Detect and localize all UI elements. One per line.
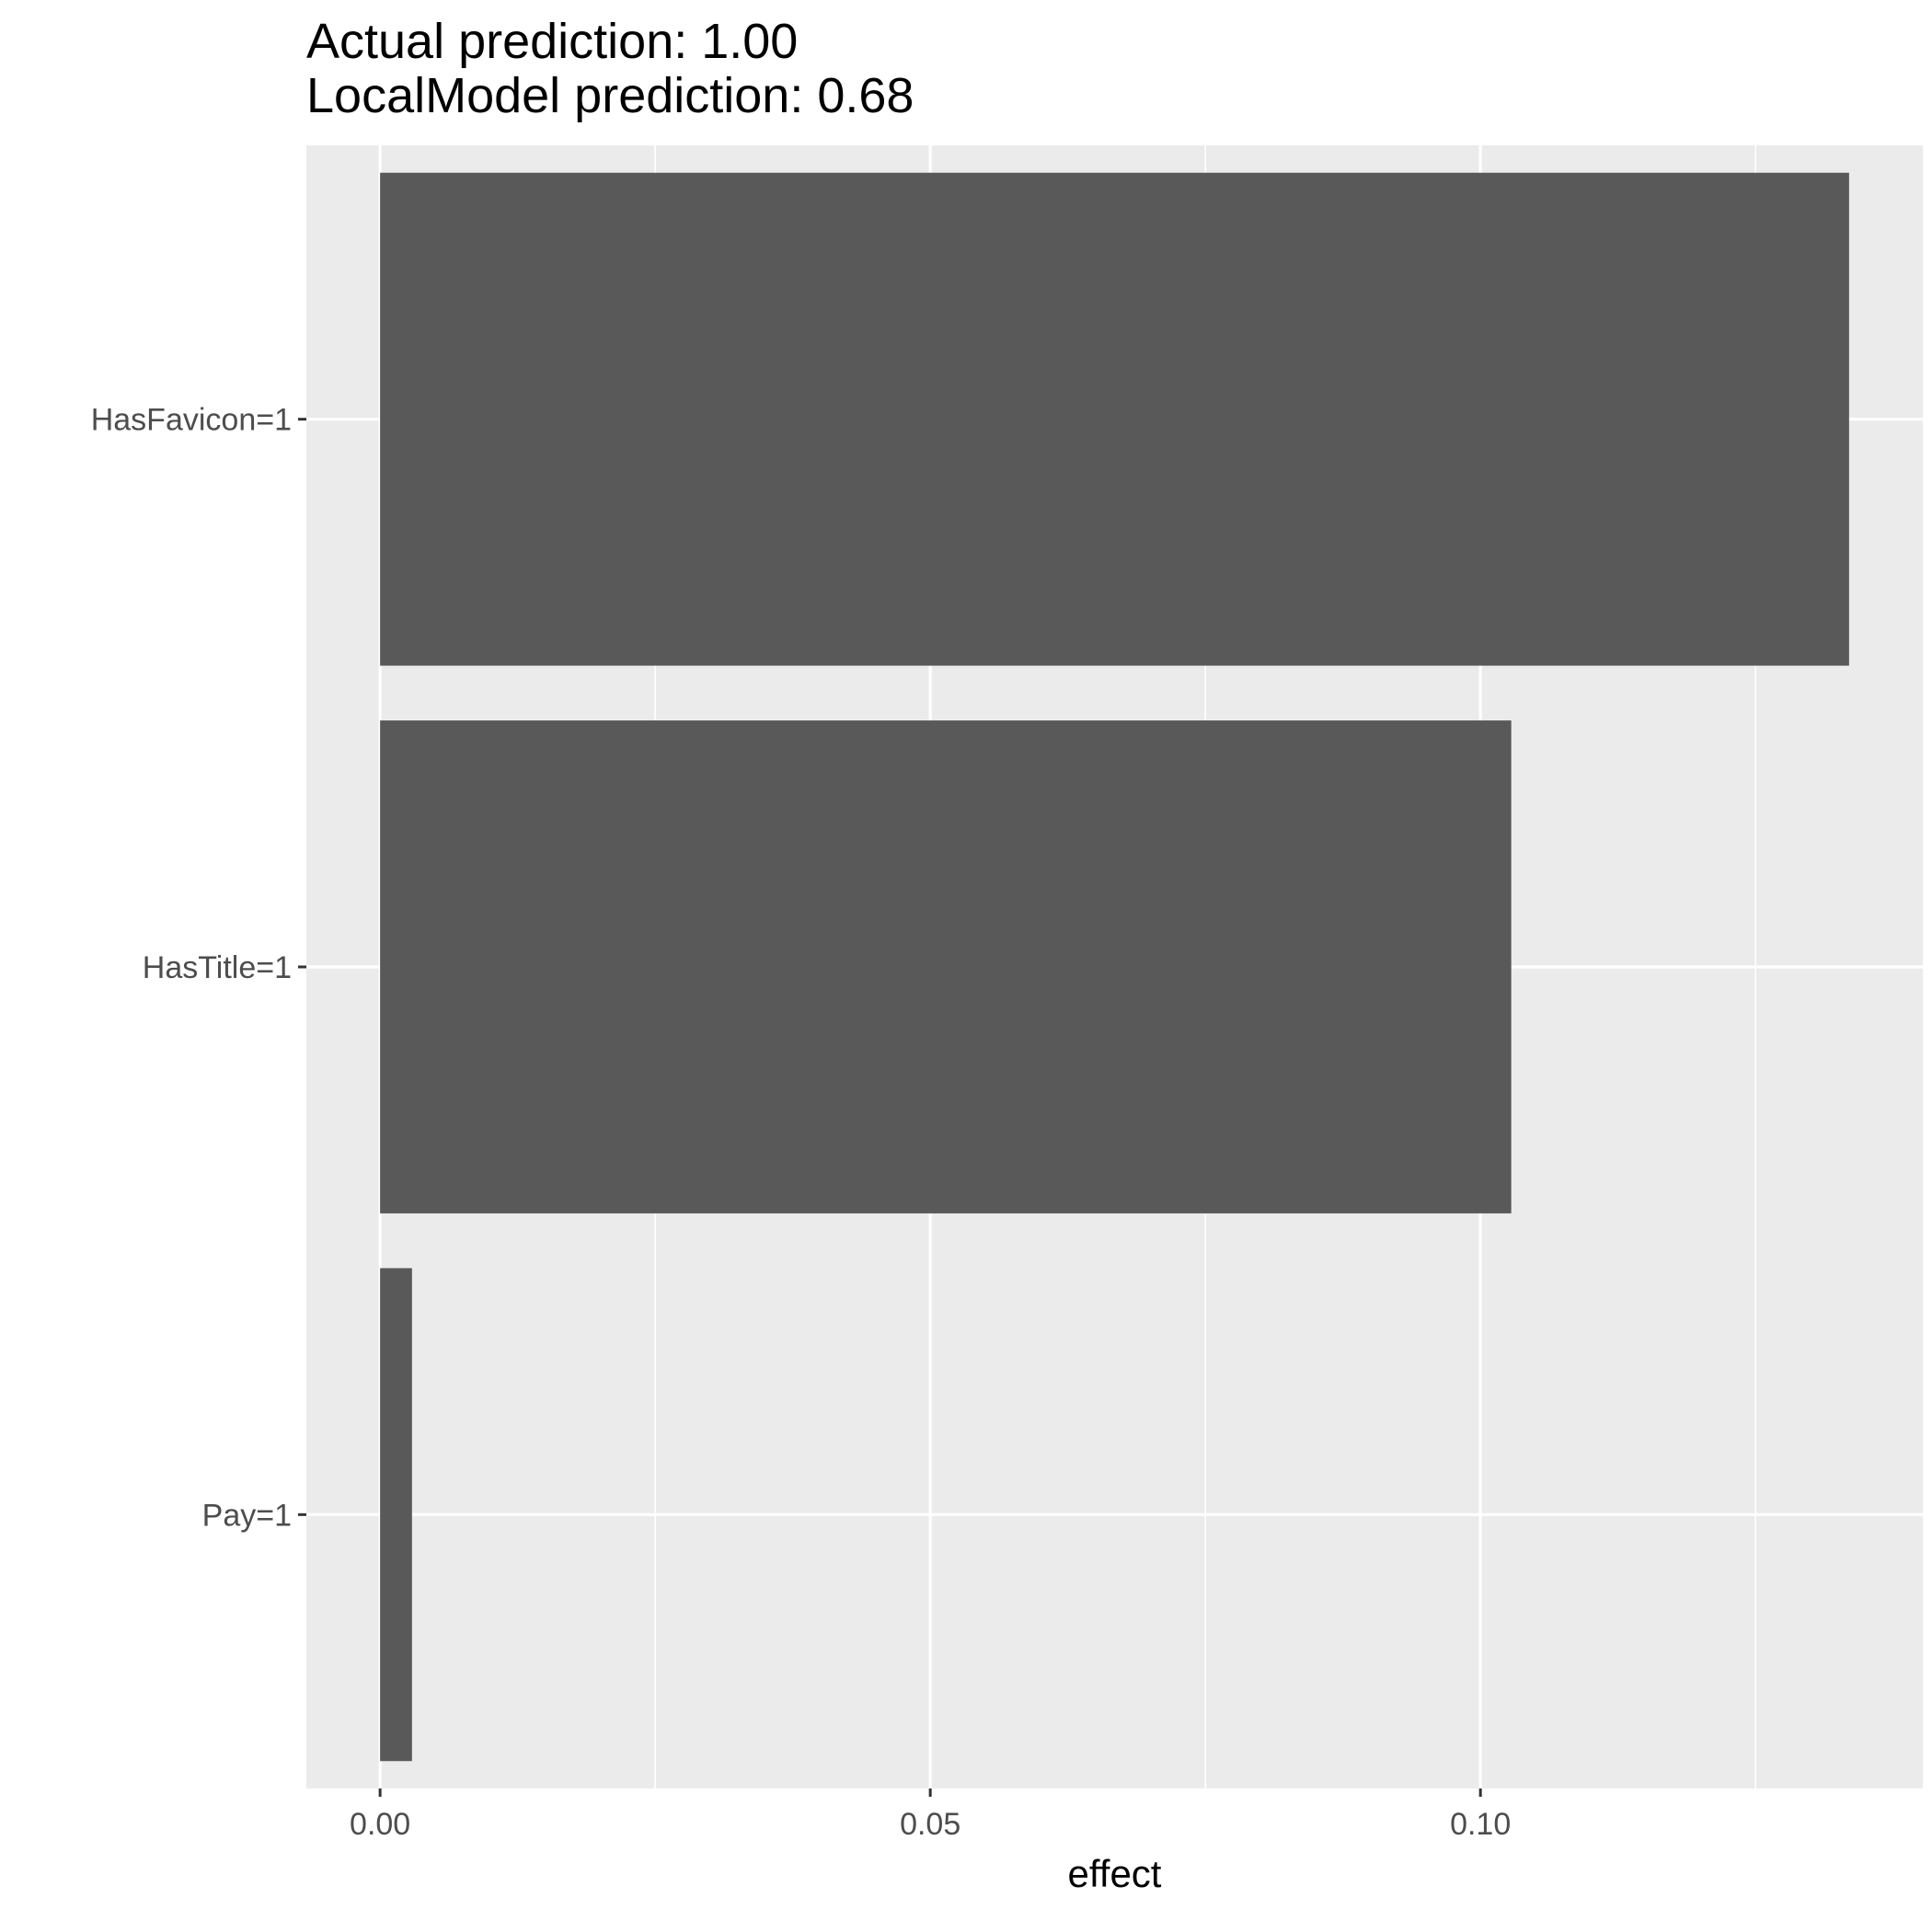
x-tick-label-1: 0.05 <box>900 1807 960 1842</box>
y-tick-label-0: HasFavicon=1 <box>91 403 292 438</box>
y-tick-label-1: HasTitle=1 <box>143 950 292 985</box>
y-axis: HasFavicon=1 HasTitle=1 Pay=1 <box>91 403 306 1533</box>
x-tick-label-2: 0.10 <box>1450 1807 1511 1842</box>
bar-0 <box>380 172 1849 666</box>
bar-1 <box>380 720 1512 1213</box>
bars <box>380 172 1849 1762</box>
title-line-2: LocalModel prediction: 0.68 <box>306 68 914 123</box>
x-axis: 0.00 0.05 0.10 <box>350 1788 1511 1842</box>
x-tick-label-0: 0.00 <box>350 1807 410 1842</box>
y-tick-label-2: Pay=1 <box>202 1498 292 1533</box>
bar-2 <box>380 1268 412 1762</box>
x-axis-title: effect <box>1068 1852 1162 1895</box>
title-line-1: Actual prediction: 1.00 <box>306 14 798 69</box>
chart-title: Actual prediction: 1.00 LocalModel predi… <box>306 14 914 123</box>
